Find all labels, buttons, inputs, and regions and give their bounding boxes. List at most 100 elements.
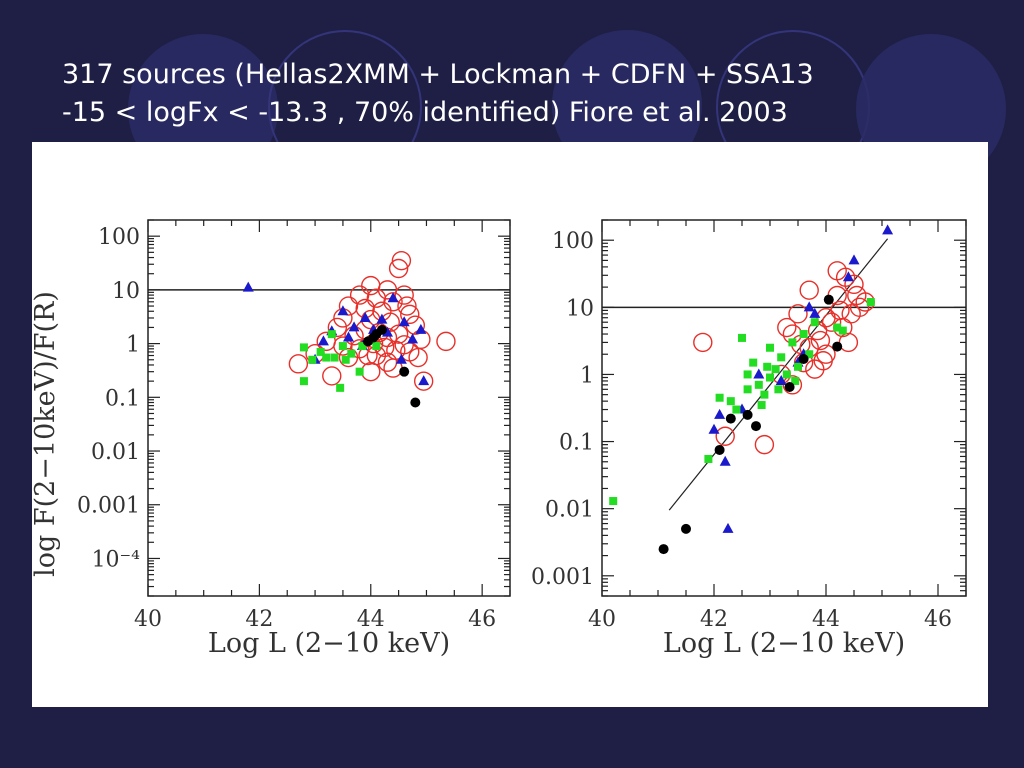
open-circle-point — [810, 330, 831, 351]
triangle-point — [337, 305, 349, 316]
chart-left: 40 42 44 46 100 10 1 0.1 0.01 0.001 10⁻⁴ Log L (2−1… — [77, 219, 511, 659]
open-circle-point — [358, 345, 378, 366]
square-point — [299, 377, 308, 386]
open-circle-point — [436, 331, 456, 352]
triangle-point — [753, 368, 765, 379]
open-circle-point — [361, 361, 381, 382]
open-circle-point — [813, 351, 833, 371]
triangle-point — [882, 224, 894, 235]
open-circle-point — [754, 434, 775, 455]
open-circle-point — [693, 332, 713, 353]
filled-circle-point — [376, 324, 387, 335]
square-point — [299, 343, 308, 352]
open-circle-point — [338, 296, 359, 316]
triangle-point — [359, 311, 371, 322]
square-point — [358, 342, 367, 351]
x-tick-label: 42 — [700, 607, 728, 632]
square-point — [732, 405, 741, 414]
filled-circle-point — [725, 413, 736, 424]
square-point — [766, 343, 774, 352]
triangle-point — [722, 522, 734, 533]
open-circle-point — [322, 366, 342, 386]
square-point — [810, 318, 819, 327]
square-point — [704, 454, 713, 463]
open-circle-point — [388, 324, 409, 344]
open-circle-point — [400, 304, 420, 325]
slide-title: 317 sources (Hellas2XMM + Lockman + CDFN… — [62, 56, 814, 132]
square-point — [757, 401, 766, 410]
open-circle-point — [777, 317, 797, 338]
figure-panel: log F(2−10keV)/F(R) 40 42 44 46 100 10 1 0.1 0.0… — [30, 142, 988, 707]
triangle-point — [714, 408, 726, 419]
x-tick-label: 46 — [468, 607, 496, 632]
square-point — [766, 373, 774, 382]
open-circle-point — [847, 285, 867, 306]
filled-circle-point — [714, 444, 725, 455]
square-point — [743, 385, 752, 394]
x-tick-label: 42 — [245, 607, 273, 632]
title-line-2: -15 < logFx < -13.3 , 70% identified) Fi… — [62, 97, 788, 128]
x-tick-label: 40 — [588, 607, 616, 632]
square-point — [749, 358, 758, 367]
open-circle-point — [397, 296, 417, 316]
chart-right: 40 42 44 46 100 10 1 0.1 0.01 0.001 Log L (2−10 ke… — [531, 219, 967, 659]
square-point — [347, 349, 356, 358]
square-point — [738, 333, 746, 342]
open-circle-point — [715, 426, 735, 446]
square-point — [866, 298, 875, 307]
square-point — [327, 330, 336, 339]
y-tick-label: 100 — [98, 225, 140, 250]
triangle-point — [381, 326, 393, 337]
y-tick-label: 100 — [552, 229, 594, 254]
square-point — [763, 362, 772, 371]
triangle-point — [376, 313, 388, 324]
open-circle-point — [413, 371, 434, 391]
square-point — [316, 347, 325, 356]
square-point — [794, 362, 802, 371]
open-circle-point — [830, 300, 850, 321]
y-tick-label: 0.001 — [77, 494, 140, 519]
y-tick-label: 1 — [580, 363, 594, 388]
square-point — [726, 397, 735, 406]
open-circle-point — [391, 250, 412, 271]
filled-circle-point — [742, 409, 753, 420]
y-tick-label: 10 — [112, 279, 140, 304]
y-tick-label: 0.01 — [91, 440, 140, 465]
filled-circle-point — [832, 341, 843, 352]
title-line-1: 317 sources (Hellas2XMM + Lockman + CDFN… — [62, 59, 814, 90]
triangle-point — [348, 321, 360, 332]
triangle-point — [398, 316, 410, 327]
plot-frame — [601, 219, 967, 597]
triangle-point — [242, 281, 254, 292]
square-point — [341, 355, 350, 364]
square-point — [760, 390, 769, 399]
filled-circle-point — [681, 523, 691, 534]
open-circle-point — [377, 352, 398, 372]
square-point — [838, 326, 847, 335]
open-circle-point — [799, 280, 819, 300]
triangle-point — [719, 455, 731, 466]
x-tick-label: 40 — [134, 607, 162, 632]
square-point — [372, 342, 381, 351]
square-point — [743, 370, 752, 379]
open-circle-point — [327, 317, 348, 338]
filled-circle-point — [784, 381, 795, 392]
open-circle-point — [288, 354, 309, 374]
triangle-point — [415, 323, 427, 334]
filled-circle-point — [658, 544, 669, 555]
triangle-point — [418, 375, 430, 386]
triangle-point — [395, 353, 407, 364]
triangle-point — [848, 254, 860, 265]
x-tick-label: 44 — [357, 607, 385, 632]
triangle-point — [842, 271, 854, 282]
triangle-point — [387, 292, 399, 303]
open-circle-point — [349, 285, 370, 305]
square-point — [791, 376, 800, 385]
square-point — [777, 353, 786, 362]
x-tick-label: 46 — [924, 607, 952, 632]
square-point — [788, 338, 797, 347]
open-circle-point — [838, 332, 859, 353]
filled-circle-point — [399, 366, 410, 377]
square-point — [771, 365, 780, 374]
open-circle-point — [844, 274, 864, 295]
